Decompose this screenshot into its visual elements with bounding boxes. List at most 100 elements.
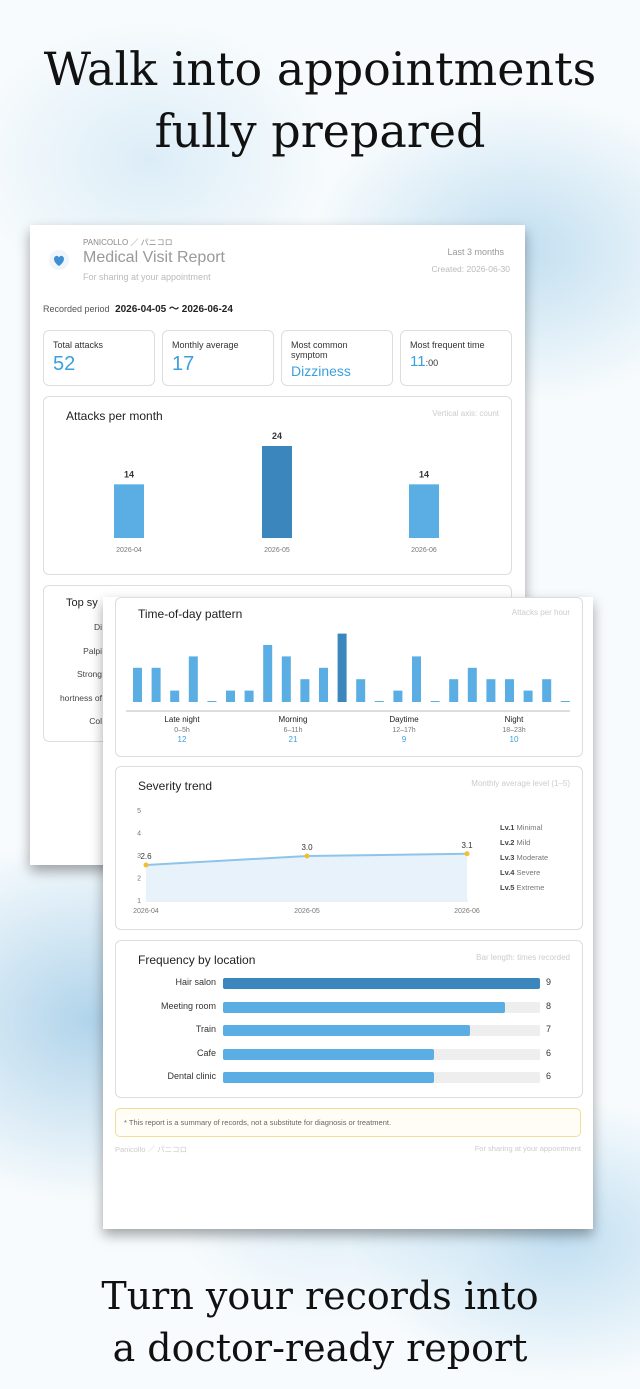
stat-card-symptom: Most common symptom Dizziness	[281, 330, 393, 386]
severity-hint: Monthly average level (1–5)	[471, 779, 570, 788]
symptom-label: Strong	[76, 669, 102, 679]
severity-y-tick: 5	[137, 808, 141, 815]
legend-level: Lv.1	[500, 823, 515, 832]
report-created: Created: 2026-06-30	[431, 264, 510, 274]
period-label: Recorded period	[43, 304, 110, 314]
month-tick-label: 2026-06	[411, 547, 437, 554]
monthly-chart-hint: Vertical axis: count	[432, 409, 499, 418]
brand-name: PANICOLLO ／ パニコロ	[83, 238, 173, 247]
hour-bar	[356, 679, 366, 702]
legend-level: Lv.4	[500, 868, 515, 877]
hour-bar	[412, 656, 421, 702]
report-subtitle: For sharing at your appointment	[83, 272, 211, 282]
stat-label: Total attacks	[53, 340, 104, 350]
hour-bar	[486, 679, 496, 702]
timegroup-name: Late night	[164, 715, 200, 724]
severity-x-tick: 2026-06	[454, 908, 480, 915]
legend-row: Lv.1 Minimal	[500, 823, 548, 838]
symptom-label: hortness of	[59, 693, 102, 703]
stat-card-total: Total attacks 52	[43, 330, 155, 386]
location-label: Train	[195, 1024, 216, 1034]
location-track	[223, 978, 540, 989]
location-value: 8	[546, 1000, 552, 1011]
stat-card-monthly-average: Monthly average 17	[162, 330, 274, 386]
location-label: Meeting room	[160, 1000, 216, 1011]
month-bar	[114, 484, 144, 538]
hour-bar	[374, 701, 384, 702]
period-value: 2026-04-05 ～ 2026-06-24	[115, 304, 233, 315]
legend-row: Lv.2 Mild	[500, 838, 548, 853]
hour-bar	[188, 656, 198, 702]
hour-bar	[430, 701, 440, 702]
location-bar	[223, 1072, 435, 1083]
legend-row: Lv.4 Severe	[500, 868, 548, 883]
severity-y-tick: 1	[137, 898, 141, 905]
legend-name: Minimal	[516, 823, 543, 832]
location-bar	[223, 1025, 470, 1036]
hour-bar	[505, 679, 514, 702]
timeofday-hint: Attacks per hour	[511, 608, 570, 617]
hour-bar	[542, 679, 552, 702]
stat-label: Most common symptom	[291, 340, 348, 360]
location-value: 6	[546, 1047, 552, 1058]
hour-bar	[244, 690, 254, 702]
timegroup-range: 12–17h	[392, 727, 415, 734]
legend-level: Lv.2	[500, 838, 515, 847]
stat-value: 17	[172, 353, 195, 375]
location-track	[223, 1048, 540, 1060]
hour-bar	[393, 690, 403, 702]
legend-row: Lv.3 Moderate	[500, 853, 548, 868]
hour-bar	[449, 679, 459, 702]
severity-x-tick: 2026-04	[133, 908, 159, 915]
stat-label: Monthly average	[172, 340, 239, 350]
severity-title: Severity trend	[138, 779, 213, 793]
severity-point-label: 3.1	[461, 841, 473, 850]
location-value: 7	[546, 1024, 552, 1034]
top-symptoms-title: Top sy	[66, 597, 98, 609]
legend-level: Lv.3	[500, 853, 515, 862]
severity-chart: 1 2 3 4 5 2.6 2026-04 3.0 2026-05 3.1 2026-06	[133, 808, 480, 915]
severity-y-tick: 4	[137, 831, 141, 838]
stat-value: Dizziness	[291, 363, 351, 379]
footer-left: Panicollo ／ パニコロ	[115, 1145, 188, 1154]
timegroup-name: Morning	[279, 715, 308, 724]
severity-point	[304, 853, 310, 859]
hour-bar	[170, 690, 180, 702]
hour-bar	[319, 667, 328, 702]
location-label: Cafe	[196, 1047, 216, 1058]
month-bar	[409, 484, 439, 538]
hour-bar	[467, 667, 477, 702]
location-value: 6	[546, 1071, 552, 1081]
severity-y-tick: 2	[137, 876, 141, 883]
headline-bottom: Turn your records into a doctor-ready re…	[0, 1270, 640, 1374]
timeofday-title: Time-of-day pattern	[138, 607, 243, 621]
symptom-label: Di	[93, 622, 102, 632]
legend-name: Severe	[516, 868, 541, 877]
stat-label: Most frequent time	[410, 340, 485, 350]
timegroup-name: Daytime	[389, 715, 419, 724]
severity-legend: Lv.1 Minimal Lv.2 Mild Lv.3 Moderate Lv.…	[500, 823, 548, 898]
monthly-chart-card: Attacks per month Vertical axis: count 1…	[43, 396, 512, 575]
footer-right: For sharing at your appointment	[474, 1144, 581, 1153]
hour-bar	[207, 701, 217, 702]
location-bar	[223, 1048, 435, 1060]
stat-value: 52	[53, 353, 76, 375]
monthly-chart: 14 2026-04 24 2026-05 14 2026-06	[114, 431, 439, 554]
legend-name: Mild	[516, 838, 531, 847]
hour-bar	[300, 679, 310, 702]
timegroup-range: 6–11h	[284, 727, 303, 734]
hour-bar	[151, 667, 161, 702]
location-label: Hair salon	[175, 977, 216, 987]
location-bar	[223, 978, 540, 989]
headline-top-line-1: Walk into appointments	[43, 42, 597, 96]
timeofday-card: Time-of-day pattern Attacks per hour Lat…	[115, 597, 583, 757]
timegroup-name: Night	[505, 715, 524, 724]
severity-y-tick: 3	[137, 853, 141, 860]
location-value: 9	[546, 977, 552, 987]
severity-point-label: 2.6	[140, 852, 152, 861]
month-tick-label: 2026-04	[116, 547, 142, 554]
severity-card: Severity trend Monthly average level (1–…	[115, 766, 583, 930]
location-track	[223, 1025, 540, 1036]
headline-top-line-2: fully prepared	[154, 104, 486, 158]
headline-bottom-line-2: a doctor-ready report	[112, 1326, 528, 1370]
